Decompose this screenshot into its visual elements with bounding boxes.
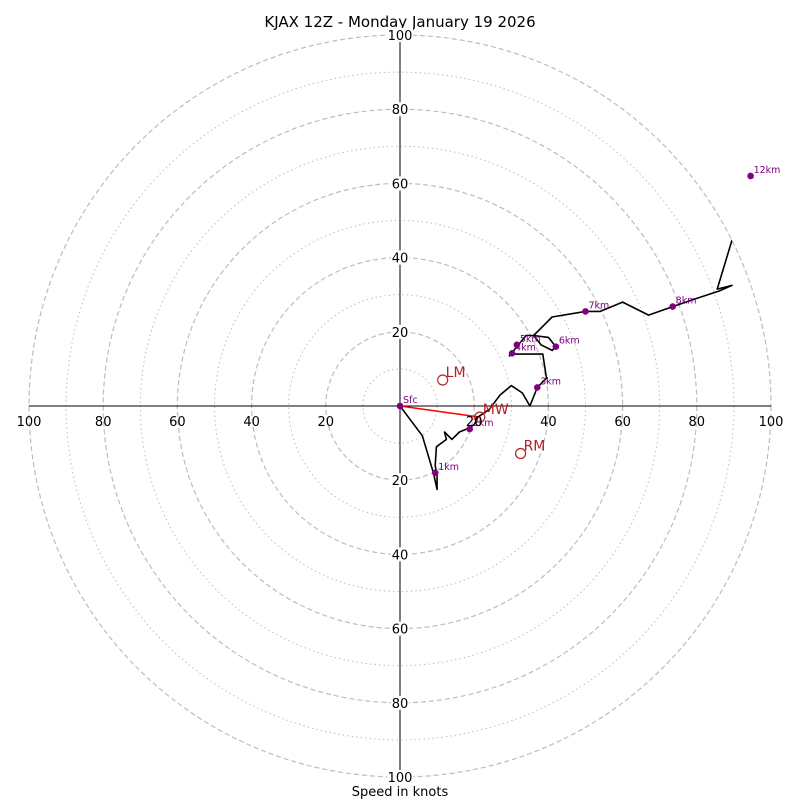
x-tick-label: 100 (759, 415, 784, 430)
height-marker-8km (669, 303, 676, 310)
mean-wind-vector (399, 405, 480, 418)
storm-motion-label-lm: LM (446, 365, 466, 381)
height-marker-2km (466, 425, 474, 433)
x-tick-label: 20 (466, 415, 483, 430)
height-marker-1km (431, 469, 439, 477)
height-label-sfc: Sfc (403, 395, 418, 406)
storm-motion-marker-mw (474, 411, 486, 423)
storm-motion-marker-lm (437, 374, 449, 386)
y-tick-label-bg (391, 176, 409, 191)
mean-wind-vector-group (399, 405, 480, 418)
height-label-6km: 6km (559, 336, 580, 347)
y-tick-label: 40 (392, 252, 409, 267)
x-tick-label: 80 (95, 415, 112, 430)
y-tick-label: 80 (392, 103, 409, 118)
y-tick-label: 80 (392, 697, 409, 712)
x-tick-label: 100 (17, 415, 42, 430)
y-tick-label: 20 (392, 326, 409, 341)
y-tick-label-bg (391, 547, 409, 562)
y-tick-label-bg (387, 770, 413, 784)
height-label-3km: 3km (540, 376, 561, 387)
height-marker-4km (508, 350, 516, 357)
hodograph-line (399, 192, 771, 491)
height-marker-12km (747, 172, 754, 180)
storm-motion-label-mw: MW (483, 402, 509, 418)
x-axis-label: Speed in knots (352, 785, 449, 800)
y-tick-label-bg (391, 473, 409, 488)
storm-motion-marker-rm (514, 447, 527, 460)
y-tick-label: 100 (388, 771, 413, 786)
height-marker-5km (513, 341, 521, 349)
height-label-5km: 5km (520, 334, 541, 345)
height-label-1km: 1km (438, 462, 459, 473)
y-tick-label-bg (391, 695, 409, 710)
height-marker-6km (552, 343, 560, 350)
y-tick-label: 60 (392, 623, 409, 638)
hodograph-trace (399, 167, 771, 491)
y-tick-label-bg (391, 621, 409, 636)
y-tick-label: 40 (392, 548, 409, 563)
y-tick-label-bg (391, 250, 409, 265)
y-tick-label-bg (391, 102, 409, 117)
x-tick-label: 20 (318, 415, 335, 430)
height-label-4km: 4km (515, 342, 536, 353)
height-marker-sfc (396, 402, 404, 410)
y-tick-label: 20 (392, 474, 409, 489)
y-tick-label-bg (387, 28, 413, 42)
chart-title: KJAX 12Z - Monday January 19 2026 (264, 13, 535, 31)
y-tick-label-bg (391, 324, 409, 339)
x-tick-label: 40 (243, 415, 260, 430)
tick-labels: 100 80 60 40 20 20 40 60 80 100 100 80 60 40 20 20 40 60 8… (17, 28, 784, 786)
height-marker-3km (533, 384, 541, 391)
storm-motion-label-rm: RM (524, 438, 546, 454)
x-tick-label: 60 (169, 415, 186, 430)
height-label-2km: 2km (473, 418, 494, 429)
x-tick-label: 40 (540, 415, 557, 430)
x-tick-label: 60 (614, 415, 631, 430)
y-tick-label: 60 (392, 177, 409, 192)
y-tick-label: 100 (388, 29, 413, 44)
height-label-12km: 12km (754, 165, 781, 176)
height-label-8km: 8km (676, 296, 697, 307)
height-label-7km: 7km (589, 300, 610, 311)
height-marker-7km (582, 308, 589, 315)
storm-motion-markers: LM RM MW (437, 365, 546, 460)
x-tick-label: 80 (689, 415, 706, 430)
